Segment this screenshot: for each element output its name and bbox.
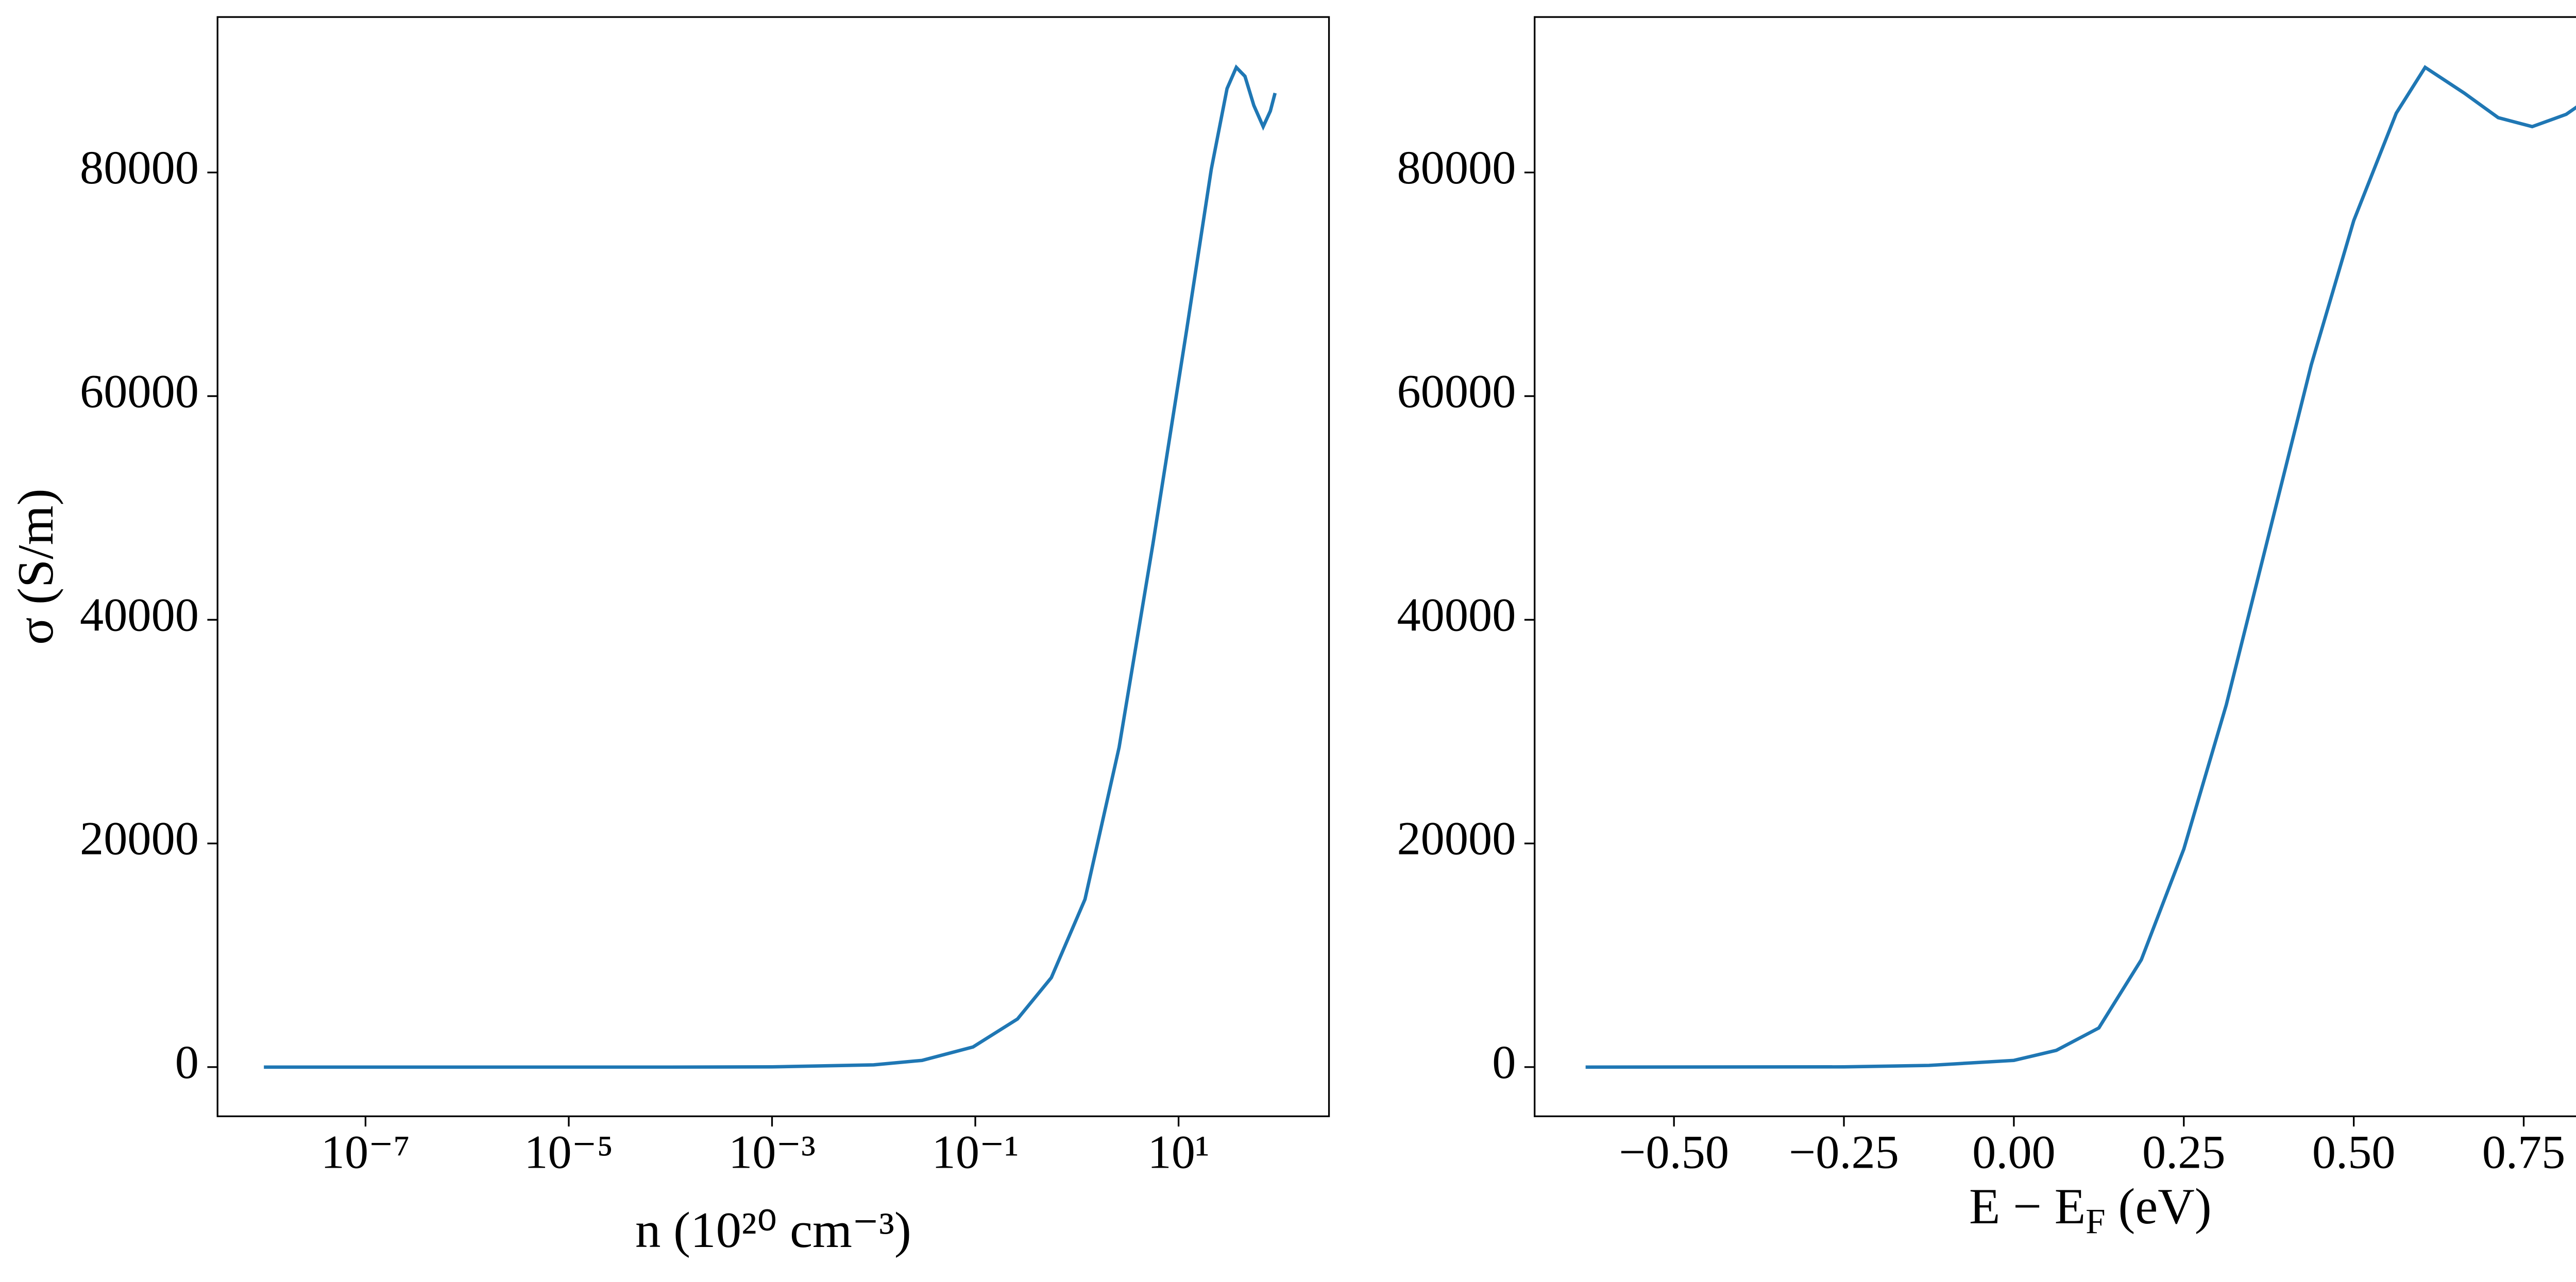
y-axis-label: σ (S/m) <box>8 488 64 644</box>
y-tick-label: 40000 <box>80 589 199 641</box>
x-axis-label-part: E − E <box>1969 1178 2086 1235</box>
x-tick-label: 10⁻³ <box>728 1126 816 1178</box>
x-axis-label-part: F <box>2086 1201 2106 1241</box>
y-tick-label: 60000 <box>80 365 199 417</box>
x-tick-label: 10⁻⁵ <box>524 1126 613 1178</box>
x-tick-label: −0.50 <box>1619 1126 1729 1178</box>
y-tick-label: 80000 <box>1397 141 1516 194</box>
y-tick-label: 0 <box>175 1036 199 1088</box>
plot-frame <box>216 16 1330 1117</box>
x-axis-label: n (10²⁰ cm⁻³) <box>635 1202 911 1258</box>
y-tick-label: 60000 <box>1397 365 1516 417</box>
x-tick-label: 0.50 <box>2312 1126 2396 1178</box>
data-line <box>264 64 1277 1069</box>
plot-frame <box>1534 16 2576 1117</box>
x-tick-label: 10⁻⁷ <box>321 1126 410 1178</box>
x-tick-label: 10¹ <box>1148 1126 1210 1178</box>
y-tick-label: 20000 <box>1397 812 1516 865</box>
y-tick-label: 20000 <box>80 812 199 865</box>
x-tick-label: 0.75 <box>2482 1126 2566 1178</box>
x-tick-label: 10⁻¹ <box>932 1126 1019 1178</box>
x-axis-label-part: (eV) <box>2106 1178 2212 1235</box>
y-tick-label: 0 <box>1492 1036 1516 1088</box>
y-tick-label: 80000 <box>80 141 199 194</box>
x-axis-label: E − EF (eV) <box>1969 1178 2212 1241</box>
x-tick-label: 0.00 <box>1972 1126 2056 1178</box>
x-tick-label: −0.25 <box>1789 1126 1899 1178</box>
x-tick-label: 0.25 <box>2142 1126 2226 1178</box>
y-tick-label: 40000 <box>1397 589 1516 641</box>
data-line <box>1585 65 2576 1069</box>
